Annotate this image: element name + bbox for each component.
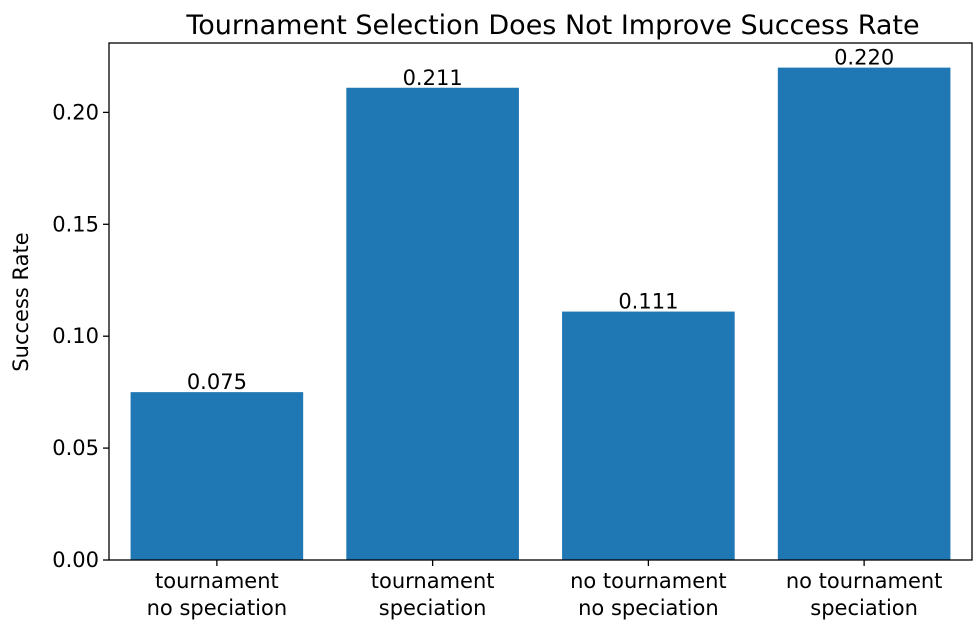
y-axis-label: Success Rate	[9, 232, 33, 371]
y-tick-label-5: 0.20	[52, 100, 99, 124]
x-tick-label-3: no tournament no speciation	[570, 569, 727, 620]
bar-4	[777, 67, 951, 560]
bar-value-labels: 0.075 0.211 0.111 0.220	[187, 46, 894, 395]
bar-value-label-4: 0.220	[834, 46, 894, 70]
chart-title: Tournament Selection Does Not Improve Su…	[185, 10, 919, 41]
bar-value-label-2: 0.211	[403, 66, 463, 90]
y-tick-label-1: 0.00	[52, 548, 99, 572]
y-tick-label-4: 0.15	[52, 212, 99, 236]
x-tick-label-4: no tournament speciation	[786, 569, 943, 620]
y-tick-label-2: 0.05	[52, 436, 99, 460]
bar-value-label-3: 0.111	[618, 290, 678, 314]
bar-3	[562, 311, 735, 560]
bars	[130, 67, 951, 560]
x-axis-ticks: tournament no speciation tournament speciat…	[147, 560, 943, 620]
x-tick-label-2: tournament speciation	[371, 569, 495, 620]
plot-area-frame	[108, 42, 973, 561]
y-tick-label-3: 0.10	[52, 324, 99, 348]
x-tick-label-1: tournament no speciation	[147, 569, 288, 620]
bar-2	[346, 87, 519, 560]
bar-value-label-1: 0.075	[187, 370, 247, 394]
bar-1	[130, 392, 304, 560]
y-axis-ticks: 0.00 0.05 0.10 0.15 0.20	[52, 100, 109, 572]
